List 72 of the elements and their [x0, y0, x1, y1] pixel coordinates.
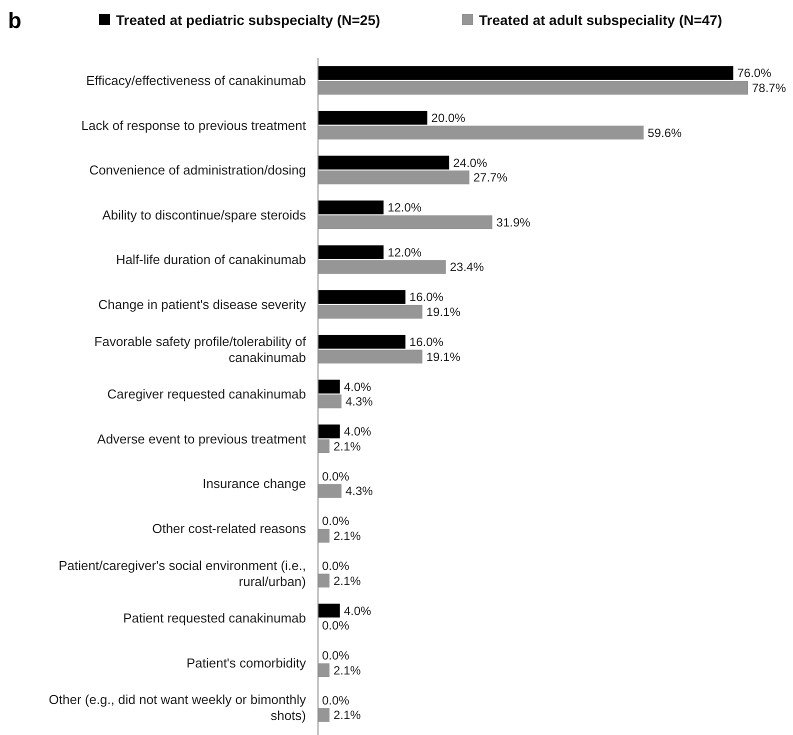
y-tick-label: Other (e.g., did not want weekly or bimonthly shots)	[48, 692, 306, 724]
data-label: 2.1%	[333, 439, 362, 454]
bar	[318, 394, 342, 408]
data-label: 19.1%	[426, 304, 461, 319]
bar	[318, 439, 330, 454]
y-tick-label: Patient/caregiver's social environment (i.e., rural/urban)	[58, 558, 306, 589]
data-label: 4.0%	[344, 380, 372, 394]
bar	[318, 110, 428, 125]
data-label: 0.0%	[322, 514, 350, 528]
bar	[318, 215, 492, 230]
data-label: 16.0%	[409, 290, 444, 304]
bar	[318, 260, 446, 274]
data-label: 19.1%	[426, 350, 461, 364]
data-label: 0.0%	[322, 618, 350, 633]
bar	[318, 66, 734, 80]
y-tick-label: Half-life duration of canakinumab	[116, 252, 306, 268]
data-label: 20.0%	[431, 111, 466, 126]
text: b	[8, 8, 22, 33]
bar	[318, 574, 330, 588]
data-label: 0.0%	[322, 469, 350, 484]
data-label: 2.1%	[333, 528, 362, 543]
legend-label: Treated at pediatric subspecialty (N=25)	[116, 12, 380, 28]
bar	[318, 484, 342, 498]
data-label: 31.9%	[496, 215, 531, 230]
bar	[318, 528, 330, 543]
data-label: 4.3%	[345, 484, 374, 498]
bar	[318, 290, 406, 304]
y-tick-label: Patient's comorbidity	[186, 655, 306, 670]
bar	[318, 304, 422, 319]
data-label: 0.0%	[322, 559, 350, 574]
y-tick-label: Efficacy/effectiveness of canakinumab	[86, 72, 306, 88]
data-label: 27.7%	[473, 170, 508, 185]
data-label: 4.0%	[344, 424, 372, 439]
bar	[318, 126, 644, 140]
data-label: 12.0%	[388, 245, 422, 260]
y-tick-label: Convenience of administration/dosing	[89, 162, 306, 178]
data-label: 12.0%	[388, 200, 422, 215]
data-label: 59.6%	[648, 126, 682, 140]
bar	[318, 170, 470, 184]
y-tick-label: Patient requested canakinumab	[123, 610, 306, 626]
y-tick-label: Lack of response to previous treatment	[81, 118, 306, 133]
bar	[318, 708, 330, 722]
bar	[318, 200, 384, 214]
y-tick-label: Insurance change	[202, 476, 306, 492]
data-label: 2.1%	[333, 574, 362, 588]
legend-label: Treated at adult subspeciality (N=47)	[479, 12, 722, 28]
bar	[318, 350, 422, 364]
bar	[318, 424, 340, 438]
bar	[318, 334, 406, 349]
bar	[318, 380, 340, 394]
data-label: 0.0%	[322, 648, 350, 663]
bar	[318, 80, 748, 95]
bar	[318, 663, 330, 678]
y-tick-label: Caregiver requested canakinumab	[107, 386, 306, 402]
data-label: 78.7%	[752, 80, 786, 95]
y-tick-label: Change in patient's disease severity	[98, 296, 306, 312]
data-label: 24.0%	[453, 156, 488, 170]
data-label: 23.4%	[450, 260, 484, 274]
data-label: 2.1%	[333, 708, 362, 722]
data-label: 2.1%	[333, 663, 362, 678]
data-label: 4.3%	[345, 394, 374, 409]
data-label: 76.0%	[737, 66, 772, 80]
y-tick-label: Ability to discontinue/spare steroids	[102, 207, 306, 222]
bar	[318, 156, 450, 170]
data-label: 4.0%	[344, 604, 372, 618]
y-tick-label: Adverse event to previous treatment	[97, 431, 306, 446]
bar	[318, 604, 340, 618]
data-label: 0.0%	[322, 693, 350, 708]
y-tick-label: Favorable safety profile/tolerability of canakinumab	[94, 334, 306, 365]
y-tick-label: Other cost-related reasons	[152, 520, 306, 536]
data-label: 16.0%	[409, 335, 444, 350]
bar	[318, 245, 384, 260]
